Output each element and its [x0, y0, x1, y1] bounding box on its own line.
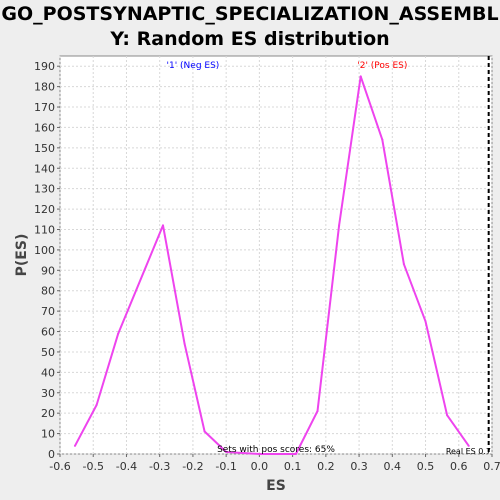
annotation: Sets with pos scores: 65%	[217, 445, 335, 455]
data-point	[446, 414, 449, 417]
x-tick-label: -0.4	[116, 460, 137, 473]
y-tick-label: 130	[34, 183, 55, 196]
y-tick-label: 140	[34, 162, 55, 175]
x-tick-label: 0.4	[384, 460, 402, 473]
data-point	[294, 453, 297, 455]
grid	[59, 56, 493, 455]
x-tick-label: 0.0	[251, 460, 269, 473]
y-axis: 0 10 20 30 40 50 60 70 80 90 100 110 120 130 140 150 160…	[34, 60, 60, 461]
x-axis-label: ES	[266, 478, 286, 494]
y-axis-label: P(ES)	[14, 234, 30, 277]
y-tick-label: 60	[41, 326, 55, 339]
x-tick-label: 0.5	[417, 460, 435, 473]
plot-area	[59, 55, 493, 455]
x-tick-label: 0.3	[350, 460, 368, 473]
y-tick-label: 10	[41, 428, 55, 441]
x-tick-label: -0.6	[49, 460, 70, 473]
y-tick-label: 100	[34, 244, 55, 257]
y-tick-label: 110	[34, 223, 55, 236]
x-tick-label: 0.6	[450, 460, 468, 473]
data-point	[424, 320, 427, 323]
y-tick-label: 190	[34, 60, 55, 73]
data-point	[203, 430, 206, 433]
annotation: '2' (Pos ES)	[357, 61, 407, 71]
y-tick-label: 160	[34, 121, 55, 134]
data-point	[402, 263, 405, 266]
y-tick-label: 170	[34, 101, 55, 114]
data-point	[338, 224, 341, 227]
annotation: Real ES 0.7	[446, 447, 491, 456]
data-point	[258, 453, 261, 455]
data-point	[225, 450, 228, 453]
chart-title-line-1: GO_POSTSYNAPTIC_SPECIALIZATION_ASSEMBL	[1, 3, 499, 25]
data-point	[381, 138, 384, 141]
y-tick-label: 80	[41, 285, 55, 298]
y-tick-label: 0	[48, 448, 55, 461]
x-tick-label: 0.1	[284, 460, 302, 473]
data-point	[117, 332, 120, 335]
data-point	[95, 404, 98, 407]
x-tick-label: 0.7	[483, 460, 500, 473]
y-tick-label: 90	[41, 264, 55, 277]
chart-title: GO_POSTSYNAPTIC_SPECIALIZATION_ASSEMBL Y…	[0, 2, 500, 52]
x-tick-label: -0.1	[215, 460, 236, 473]
annotations: '1' (Neg ES) '2' (Pos ES) Sets with pos sc…	[167, 61, 491, 456]
data-point	[183, 342, 186, 345]
y-tick-label: 120	[34, 203, 55, 216]
y-tick-label: 30	[41, 387, 55, 400]
y-tick-label: 20	[41, 407, 55, 420]
x-tick-label: 0.2	[317, 460, 335, 473]
y-tick-label: 50	[41, 346, 55, 359]
data-point	[73, 444, 76, 447]
y-tick-label: 180	[34, 81, 55, 94]
series-group	[73, 56, 490, 455]
data-point	[467, 444, 470, 447]
x-axis: -0.6 -0.5 -0.4 -0.3 -0.2 -0.1 0.0 0.1 0.2 0.3 0.4 0…	[49, 454, 500, 473]
annotation: '1' (Neg ES)	[167, 61, 220, 71]
data-point	[316, 410, 319, 413]
data-point	[162, 224, 165, 227]
x-tick-label: -0.5	[82, 460, 103, 473]
x-tick-label: -0.2	[182, 460, 203, 473]
data-point	[359, 75, 362, 78]
y-tick-label: 70	[41, 305, 55, 318]
chart-title-line-2: Y: Random ES distribution	[110, 28, 390, 50]
x-tick-label: -0.3	[149, 460, 170, 473]
y-tick-label: 150	[34, 142, 55, 155]
y-tick-label: 40	[41, 366, 55, 379]
